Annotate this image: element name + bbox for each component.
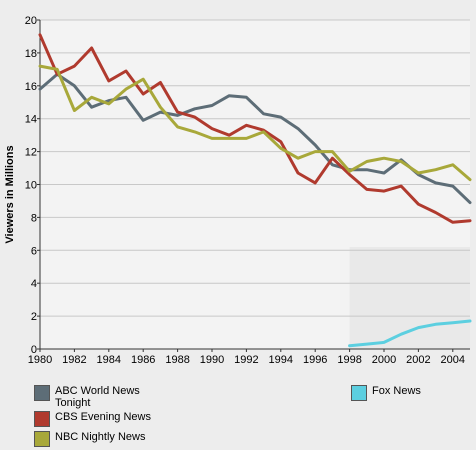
x-tick-1986: 1986 [131, 354, 155, 366]
legend-item-cbs: CBS Evening News [34, 411, 167, 427]
legend-item-nbc: NBC Nightly News [34, 431, 167, 447]
x-tick-1990: 1990 [200, 354, 224, 366]
y-tick-labels: 0 2 4 6 8 10 12 14 16 18 20 [25, 15, 40, 356]
x-tick-2000: 2000 [372, 354, 396, 366]
x-tick-1992: 1992 [234, 354, 258, 366]
x-tick-labels: 1980 1982 1984 1986 1988 1990 1992 1994 1996 1998… [28, 349, 465, 366]
x-tick-1980: 1980 [28, 354, 52, 366]
y-tick-18: 18 [25, 48, 37, 60]
legend-label-nbc: NBC Nightly News [55, 431, 146, 443]
x-tick-1996: 1996 [303, 354, 327, 366]
legend-label-abc: ABC World News Tonight [55, 385, 140, 409]
series-line-nbc [38, 64, 472, 182]
legend-item-abc: ABC World News Tonight [34, 385, 167, 409]
y-tick-10: 10 [25, 180, 37, 192]
x-tick-2004: 2004 [441, 354, 465, 366]
series-line-fox [348, 319, 472, 348]
x-tick-1998: 1998 [337, 354, 361, 366]
y-tick-20: 20 [25, 15, 37, 27]
y-tick-16: 16 [25, 81, 37, 93]
x-tick-1988: 1988 [165, 354, 189, 366]
gridlines [40, 19, 470, 317]
y-axis-label: Viewers in Millions [4, 145, 16, 243]
legend-item-fox: Fox News [351, 385, 476, 401]
series-lines [38, 33, 472, 348]
plot-shaded-region [349, 247, 470, 349]
x-tick-1994: 1994 [269, 354, 293, 366]
legend-label-fox: Fox News [372, 385, 421, 397]
legend-swatch-cbs [34, 411, 50, 427]
series-line-cbs [38, 33, 472, 224]
y-tick-8: 8 [31, 212, 37, 224]
y-tick-14: 14 [25, 114, 37, 126]
legend-label-cbs: CBS Evening News [55, 411, 151, 423]
y-tick-6: 6 [31, 245, 37, 257]
y-tick-12: 12 [25, 147, 37, 159]
x-tick-1984: 1984 [97, 354, 121, 366]
legend: ABC World News Tonight CBS Evening News … [0, 378, 476, 450]
legend-swatch-abc [34, 385, 50, 401]
legend-swatch-nbc [34, 431, 50, 447]
y-tick-2: 2 [31, 311, 37, 323]
y-tick-4: 4 [31, 278, 37, 290]
x-tick-1982: 1982 [62, 354, 86, 366]
y-tick-0: 0 [31, 344, 37, 356]
legend-swatch-fox [351, 385, 367, 401]
x-tick-2002: 2002 [406, 354, 430, 366]
